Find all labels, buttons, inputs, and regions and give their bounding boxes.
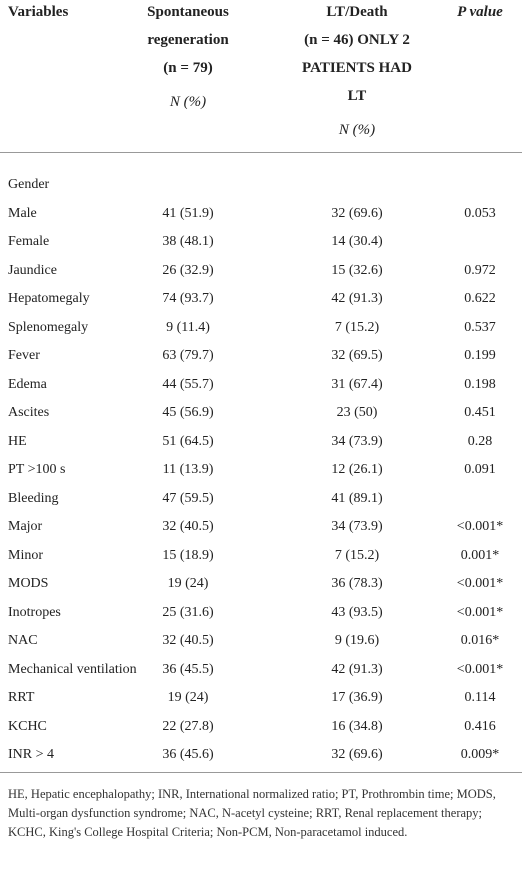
table-cell: 36 (78.3) (331, 576, 383, 591)
row-label: Mechanical ventilation (8, 661, 137, 677)
header-cell: P value (457, 4, 503, 20)
table-cell: 22 (27.8) (162, 718, 214, 734)
table-cell: 9 (11.4) (166, 319, 210, 335)
table-cell: 74 (93.7) (162, 291, 214, 306)
table-cell: 19 (24) (167, 576, 209, 591)
header-cell: Variables (8, 4, 69, 20)
table-cell: 0.537 (464, 319, 496, 335)
header-cell: LT/Death (326, 4, 388, 20)
row-label: Fever (8, 348, 40, 363)
table-cell: <0.001* (456, 576, 504, 591)
row-label: Gender (8, 177, 50, 192)
table-cell: 7 (15.2) (334, 547, 380, 563)
row-label: KCHC (8, 718, 47, 734)
table-cell: 7 (15.2) (334, 319, 380, 335)
table-cell: 36 (45.6) (162, 747, 214, 762)
row-label: Bleeding (8, 490, 59, 506)
table-cell: 0.972 (464, 262, 496, 278)
table-cell: 0.009* (460, 747, 500, 762)
table-cell: 0.416 (464, 718, 496, 734)
row-label: HE (8, 433, 27, 449)
table-cell: 32 (69.6) (331, 747, 383, 762)
table-cell: 0.114 (464, 690, 496, 705)
header-unit: N (%) (169, 94, 207, 110)
table-cell: 0.016* (460, 633, 500, 648)
table-cell: 31 (67.4) (331, 376, 383, 392)
table-cell: 0.001* (460, 547, 500, 563)
table-cell: 26 (32.9) (162, 262, 214, 278)
table-cell: 32 (69.6) (331, 205, 383, 221)
table-cell: 25 (31.6) (162, 604, 214, 620)
table-cell: 41 (89.1) (331, 490, 383, 506)
table-cell: 0.622 (464, 291, 496, 306)
table-cell: <0.001* (456, 604, 504, 620)
table-cell: 0.198 (464, 376, 496, 392)
table-cell: 44 (55.7) (162, 376, 214, 392)
table-cell: 15 (32.6) (331, 262, 383, 278)
table-cell: 9 (19.6) (334, 633, 380, 648)
table-cell: <0.001* (456, 661, 504, 677)
table-cell: 14 (30.4) (331, 234, 383, 249)
table-cell: 32 (69.5) (331, 348, 383, 363)
row-label: INR > 4 (8, 747, 55, 762)
table-cell: 23 (50) (336, 405, 378, 420)
table-cell: 38 (48.1) (162, 234, 214, 249)
table-cell: 41 (51.9) (162, 205, 214, 221)
table-cell: <0.001* (456, 519, 504, 534)
table-cell: 32 (40.5) (162, 519, 214, 534)
row-label: NAC (8, 633, 38, 648)
header-cell: regeneration (147, 32, 229, 48)
table-cell: 16 (34.8) (331, 718, 383, 734)
table-cell: 0.451 (464, 405, 496, 420)
table-cell: 42 (91.3) (331, 291, 383, 306)
row-label: Major (8, 519, 43, 534)
table-cell: 45 (56.9) (162, 405, 214, 420)
row-label: PT >100 s (8, 462, 66, 477)
header-cell: (n = 46) ONLY 2 (304, 32, 410, 48)
header-rule (0, 152, 522, 153)
table-cell: 34 (73.9) (331, 433, 383, 449)
row-label: Male (8, 205, 37, 221)
row-label: Edema (8, 376, 47, 392)
table-cell: 19 (24) (167, 690, 209, 705)
table-cell: 63 (79.7) (162, 348, 214, 363)
row-label: Splenomegaly (8, 319, 89, 335)
table-cell: 47 (59.5) (162, 490, 214, 506)
table-cell: 42 (91.3) (331, 661, 383, 677)
table-cell: 51 (64.5) (162, 433, 214, 449)
row-label: RRT (8, 690, 35, 705)
header-cell: Spontaneous (147, 4, 229, 20)
header-cell: (n = 79) (163, 60, 213, 76)
table-cell: 11 (13.9) (162, 462, 214, 477)
row-label: Hepatomegaly (8, 291, 90, 306)
table-cell: 34 (73.9) (331, 519, 383, 534)
row-label: MODS (8, 576, 49, 591)
row-label: Minor (8, 547, 43, 563)
table-cell: 17 (36.9) (331, 690, 383, 705)
header-cell: PATIENTS HAD (302, 60, 412, 76)
bottom-rule (0, 772, 522, 773)
table-cell: 15 (18.9) (162, 547, 214, 563)
table-cell: 0.053 (464, 205, 496, 221)
header-unit: N (%) (338, 122, 376, 138)
row-label: Jaundice (8, 262, 57, 278)
table-cell: 36 (45.5) (162, 661, 214, 677)
row-label: Ascites (8, 405, 50, 420)
row-label: Female (8, 234, 50, 249)
table-cell: 32 (40.5) (162, 633, 214, 648)
table-cell: 12 (26.1) (331, 462, 383, 477)
table-cell: 0.28 (467, 433, 493, 449)
table-cell: 0.199 (464, 348, 496, 363)
table-cell: 0.091 (464, 462, 496, 477)
header-cell: LT (347, 88, 367, 104)
table-cell: 43 (93.5) (331, 604, 383, 620)
row-label: Inotropes (8, 604, 61, 620)
footnote: HE, Hepatic encephalopathy; INR, Interna… (8, 787, 496, 839)
